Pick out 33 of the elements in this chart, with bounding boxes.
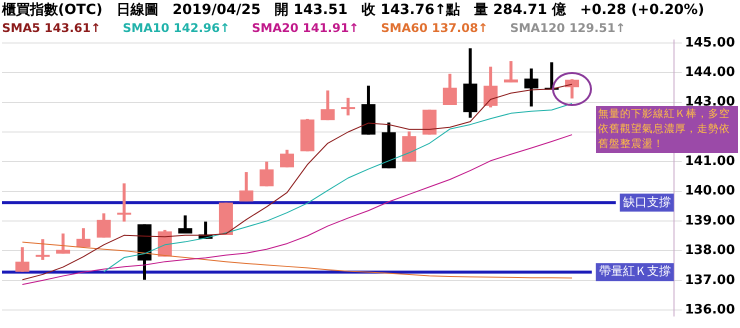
candlestick <box>524 68 538 106</box>
text: SMA60 137.08↑ <box>380 21 488 35</box>
y-tick-label: 141.00 <box>684 154 736 170</box>
candlestick <box>96 213 111 238</box>
text: SMA10 142.96↑ <box>122 21 230 35</box>
y-tick-label: 140.00 <box>684 184 736 199</box>
candlestick <box>76 228 90 248</box>
y-tick-label: 139.00 <box>684 213 736 228</box>
candlestick <box>36 239 50 260</box>
y-tick-label: 137.00 <box>684 272 736 288</box>
candlestick <box>484 66 498 108</box>
y-tick-label: 145.00 <box>684 35 736 50</box>
candlestick <box>260 162 274 186</box>
y-tick-label: 136.00 <box>684 302 736 318</box>
y-tick-label: 138.00 <box>684 243 736 258</box>
chart-title: 櫃買指數(OTC) 日線圖 2019/04/25 開 143.51 收 143.76↑點 量 284.71 億 +0.28 (+0.20%) <box>2 1 704 19</box>
text: SMA20 141.91↑ <box>252 21 359 35</box>
candlestick <box>280 150 294 168</box>
candlestick <box>239 172 254 202</box>
candlestick <box>341 98 356 116</box>
y-tick-label: 144.00 <box>684 65 736 80</box>
candlestick <box>320 90 335 120</box>
text: 無量的下影線紅Ｋ棒，多空依舊觀望氣息濃厚，走勢依舊盤整震盪！ <box>596 106 738 154</box>
candlestick <box>504 61 518 82</box>
candlestick <box>178 215 192 234</box>
legend-label: SMA120 129.51↑ <box>510 21 626 35</box>
ref-line-label: 缺口支撐 <box>622 194 671 209</box>
candlestick <box>117 183 132 222</box>
candlestick <box>442 74 457 105</box>
ref-line-label: 帶量紅Ｋ支撐 <box>598 264 671 278</box>
candlestick <box>56 233 70 254</box>
candlestick <box>15 247 30 272</box>
text: SMA5 143.61↑ <box>2 21 101 35</box>
